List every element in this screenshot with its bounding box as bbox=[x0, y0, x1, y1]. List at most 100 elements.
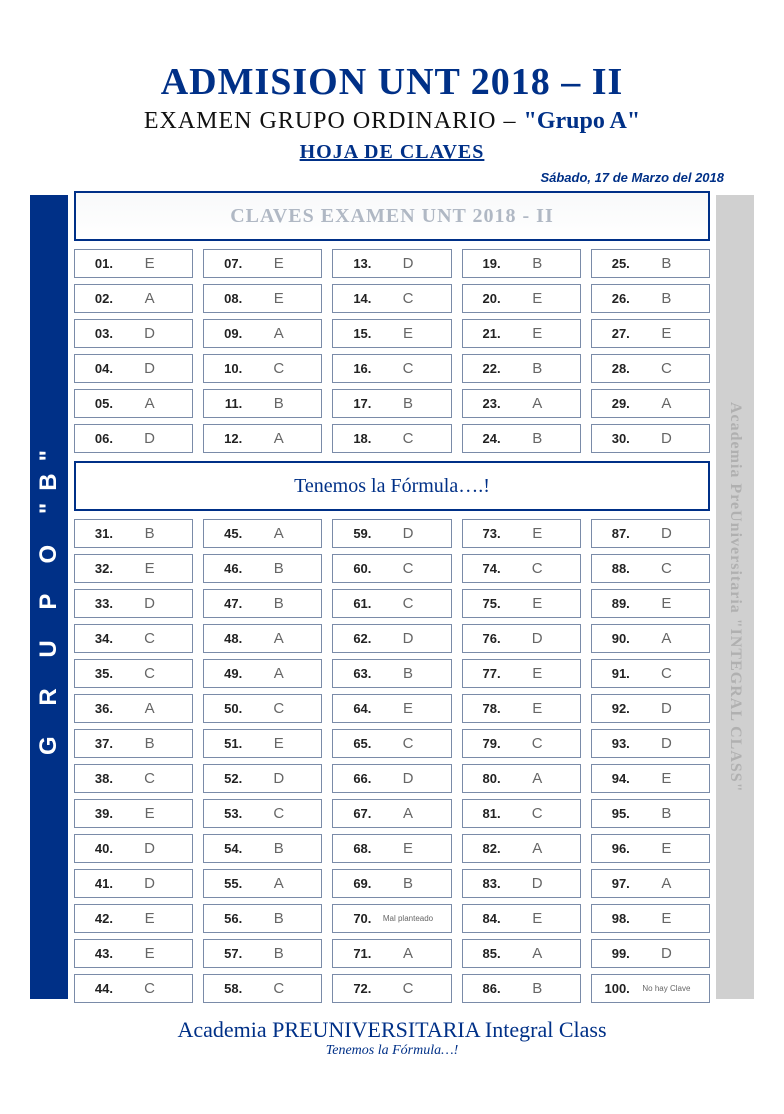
answer-value: Mal planteado bbox=[371, 914, 444, 923]
answer-cell: 09.A bbox=[203, 319, 322, 348]
answer-number: 15. bbox=[339, 326, 371, 341]
answer-value: C bbox=[371, 735, 444, 752]
answer-value: A bbox=[242, 665, 315, 682]
answer-cell: 07.E bbox=[203, 249, 322, 278]
answer-cell: 75.E bbox=[462, 589, 581, 618]
answer-number: 08. bbox=[210, 291, 242, 306]
answer-value: D bbox=[113, 325, 186, 342]
answer-number: 80. bbox=[469, 771, 501, 786]
answer-number: 59. bbox=[339, 526, 371, 541]
answer-number: 67. bbox=[339, 806, 371, 821]
answer-cell: 84.E bbox=[462, 904, 581, 933]
answer-value: E bbox=[371, 325, 444, 342]
answer-value: E bbox=[113, 945, 186, 962]
left-sidebar-text: G R U P O "B" bbox=[35, 418, 63, 775]
answer-cell: 67.A bbox=[332, 799, 451, 828]
answer-value: B bbox=[242, 595, 315, 612]
answer-cell: 69.B bbox=[332, 869, 451, 898]
answer-cell: 60.C bbox=[332, 554, 451, 583]
answer-number: 63. bbox=[339, 666, 371, 681]
answer-value: A bbox=[113, 395, 186, 412]
answer-number: 76. bbox=[469, 631, 501, 646]
date-label: Sábado, 17 de Marzo del 2018 bbox=[30, 170, 754, 185]
answer-number: 93. bbox=[598, 736, 630, 751]
answer-value: C bbox=[242, 980, 315, 997]
answer-number: 99. bbox=[598, 946, 630, 961]
answer-number: 20. bbox=[469, 291, 501, 306]
answer-number: 02. bbox=[81, 291, 113, 306]
answer-cell: 06.D bbox=[74, 424, 193, 453]
answer-value: A bbox=[630, 875, 703, 892]
answer-cell: 25.B bbox=[591, 249, 710, 278]
answer-cell: 95.B bbox=[591, 799, 710, 828]
hoja-label: HOJA DE CLAVES bbox=[30, 141, 754, 164]
answer-cell: 16.C bbox=[332, 354, 451, 383]
answer-value: E bbox=[501, 595, 574, 612]
answer-value: No hay Clave bbox=[630, 984, 703, 993]
answer-number: 03. bbox=[81, 326, 113, 341]
answer-cell: 73.E bbox=[462, 519, 581, 548]
answer-number: 49. bbox=[210, 666, 242, 681]
answer-value: A bbox=[501, 945, 574, 962]
answer-cell: 86.B bbox=[462, 974, 581, 1003]
answer-value: D bbox=[113, 360, 186, 377]
answer-value: E bbox=[630, 770, 703, 787]
answer-value: A bbox=[630, 395, 703, 412]
answer-value: B bbox=[501, 360, 574, 377]
answer-number: 78. bbox=[469, 701, 501, 716]
answer-number: 28. bbox=[598, 361, 630, 376]
answer-cell: 52.D bbox=[203, 764, 322, 793]
answer-cell: 58.C bbox=[203, 974, 322, 1003]
answer-cell: 50.C bbox=[203, 694, 322, 723]
answer-value: C bbox=[113, 665, 186, 682]
answer-cell: 53.C bbox=[203, 799, 322, 828]
answer-value: E bbox=[113, 805, 186, 822]
answer-value: D bbox=[371, 770, 444, 787]
answer-value: B bbox=[501, 430, 574, 447]
answer-number: 07. bbox=[210, 256, 242, 271]
answer-number: 60. bbox=[339, 561, 371, 576]
answer-number: 23. bbox=[469, 396, 501, 411]
answer-value: B bbox=[371, 665, 444, 682]
answer-number: 21. bbox=[469, 326, 501, 341]
answer-number: 17. bbox=[339, 396, 371, 411]
answer-cell: 45.A bbox=[203, 519, 322, 548]
answer-cell: 79.C bbox=[462, 729, 581, 758]
answer-value: E bbox=[371, 700, 444, 717]
answer-value: B bbox=[501, 255, 574, 272]
answer-number: 26. bbox=[598, 291, 630, 306]
answer-value: A bbox=[242, 430, 315, 447]
answer-cell: 59.D bbox=[332, 519, 451, 548]
answer-cell: 24.B bbox=[462, 424, 581, 453]
answer-cell: 43.E bbox=[74, 939, 193, 968]
answer-value: A bbox=[242, 630, 315, 647]
answer-value: E bbox=[113, 560, 186, 577]
answer-number: 75. bbox=[469, 596, 501, 611]
answer-value: C bbox=[501, 735, 574, 752]
answer-cell: 42.E bbox=[74, 904, 193, 933]
answer-value: B bbox=[113, 735, 186, 752]
answer-cell: 96.E bbox=[591, 834, 710, 863]
answer-cell: 55.A bbox=[203, 869, 322, 898]
answer-cell: 14.C bbox=[332, 284, 451, 313]
answer-number: 83. bbox=[469, 876, 501, 891]
answer-number: 11. bbox=[210, 396, 242, 411]
right-sidebar-text: Academia PreUniversitaria "INTEGRAL CLAS… bbox=[726, 392, 744, 803]
answer-number: 35. bbox=[81, 666, 113, 681]
answer-number: 100. bbox=[598, 981, 630, 996]
answer-number: 57. bbox=[210, 946, 242, 961]
answer-value: A bbox=[242, 325, 315, 342]
answer-value: D bbox=[371, 630, 444, 647]
answer-value: B bbox=[630, 290, 703, 307]
answer-value: E bbox=[501, 910, 574, 927]
answer-number: 51. bbox=[210, 736, 242, 751]
answer-number: 55. bbox=[210, 876, 242, 891]
answer-number: 86. bbox=[469, 981, 501, 996]
answer-value: E bbox=[501, 325, 574, 342]
answer-value: D bbox=[113, 430, 186, 447]
answer-number: 66. bbox=[339, 771, 371, 786]
answer-cell: 41.D bbox=[74, 869, 193, 898]
answer-cell: 48.A bbox=[203, 624, 322, 653]
answer-number: 42. bbox=[81, 911, 113, 926]
answer-number: 68. bbox=[339, 841, 371, 856]
